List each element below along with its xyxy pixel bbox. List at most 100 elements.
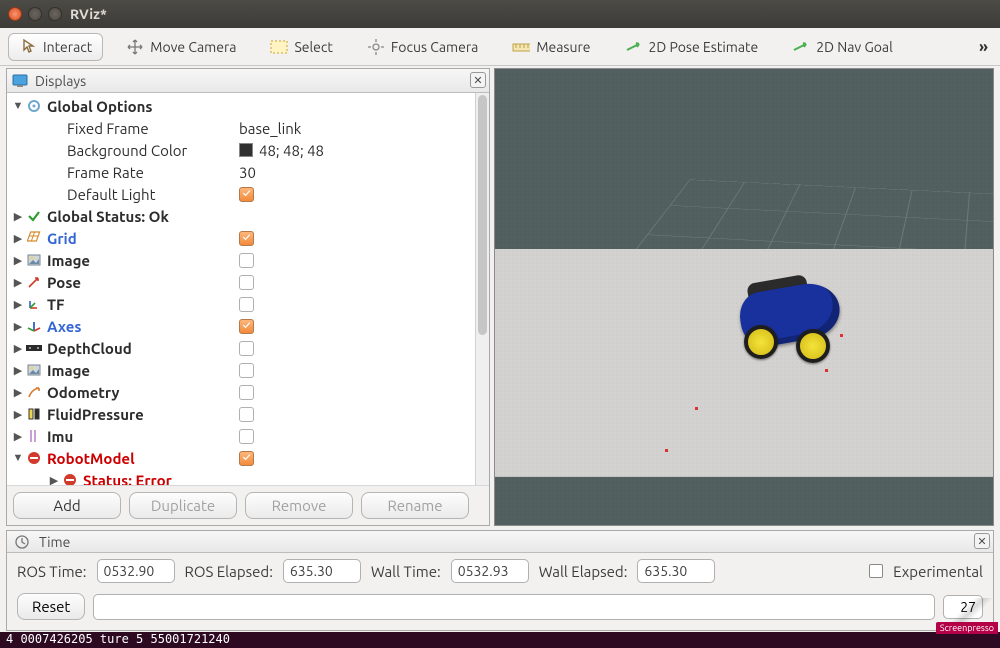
- bg-color-label: Background Color: [65, 142, 187, 159]
- time-header[interactable]: Time ✕: [7, 531, 993, 553]
- expand-icon[interactable]: ▶: [11, 364, 25, 377]
- display-item-checkbox[interactable]: [239, 429, 254, 444]
- display-item-row[interactable]: ▶Axes: [7, 315, 475, 337]
- fixed-frame-row[interactable]: Fixed Frame base_link: [7, 117, 475, 139]
- window-maximize-button[interactable]: [48, 7, 62, 21]
- expand-icon[interactable]: ▶: [11, 232, 25, 245]
- fixed-frame-value: base_link: [239, 120, 301, 137]
- display-item-checkbox[interactable]: [239, 319, 254, 334]
- watermark: Screenpresso: [934, 598, 998, 634]
- display-item-row[interactable]: ▶DepthCloud: [7, 337, 475, 359]
- odom-icon: [25, 384, 43, 400]
- window-minimize-button[interactable]: [28, 7, 42, 21]
- display-item-row[interactable]: ▼ RobotModel: [7, 447, 475, 469]
- expand-icon[interactable]: ▶: [11, 276, 25, 289]
- window-close-button[interactable]: [8, 7, 22, 21]
- display-item-checkbox[interactable]: [239, 407, 254, 422]
- toolbar-overflow[interactable]: »: [975, 38, 992, 56]
- display-item-checkbox[interactable]: [239, 253, 254, 268]
- pose-estimate-button[interactable]: 2D Pose Estimate: [614, 33, 770, 61]
- display-item-checkbox[interactable]: [239, 231, 254, 246]
- global-options-row[interactable]: ▼ Global Options: [7, 95, 475, 117]
- ros-time-field[interactable]: 0532.90: [97, 559, 175, 583]
- expand-icon[interactable]: ▼: [11, 452, 25, 464]
- expand-icon[interactable]: ▶: [11, 386, 25, 399]
- grid-icon: [25, 230, 43, 246]
- displays-header[interactable]: Displays ✕: [7, 69, 489, 93]
- default-light-row[interactable]: Default Light: [7, 183, 475, 205]
- display-item-row[interactable]: ▶Image: [7, 359, 475, 381]
- nav-goal-button[interactable]: 2D Nav Goal: [781, 33, 904, 61]
- experimental-label: Experimental: [893, 563, 983, 580]
- error-icon: [25, 450, 43, 466]
- expand-icon[interactable]: ▶: [11, 320, 25, 333]
- default-light-checkbox[interactable]: [239, 187, 254, 202]
- measure-icon: [512, 38, 530, 56]
- bg-color-swatch: [239, 143, 253, 157]
- viewport-3d[interactable]: [494, 68, 994, 526]
- robot-wheel-right: [796, 329, 830, 363]
- display-item-checkbox[interactable]: [239, 341, 254, 356]
- scrollbar-thumb[interactable]: [478, 95, 487, 335]
- expand-icon[interactable]: ▼: [11, 100, 25, 112]
- interact-button[interactable]: Interact: [8, 33, 103, 61]
- expand-icon[interactable]: ▶: [11, 210, 25, 223]
- focus-camera-button[interactable]: Focus Camera: [356, 33, 489, 61]
- marker-dot: [840, 334, 843, 337]
- duplicate-button[interactable]: Duplicate: [129, 492, 237, 519]
- expand-icon[interactable]: ▶: [11, 342, 25, 355]
- ros-elapsed-field[interactable]: 635.30: [283, 559, 361, 583]
- expand-icon[interactable]: ▶: [47, 474, 61, 486]
- display-item-checkbox[interactable]: [239, 275, 254, 290]
- displays-close-button[interactable]: ✕: [470, 72, 486, 88]
- display-item-label: Image: [45, 252, 90, 269]
- image-icon: [25, 252, 43, 268]
- status-error-row[interactable]: ▶ Status: Error: [7, 469, 475, 485]
- global-status-row[interactable]: ▶ Global Status: Ok: [7, 205, 475, 227]
- display-item-checkbox[interactable]: [239, 297, 254, 312]
- expand-icon[interactable]: ▶: [11, 254, 25, 267]
- display-item-row[interactable]: ▶ Image: [7, 249, 475, 271]
- time-values-row: ROS Time: 0532.90 ROS Elapsed: 635.30 Wa…: [7, 553, 993, 589]
- displays-title: Displays: [35, 73, 86, 89]
- rename-button[interactable]: Rename: [361, 492, 469, 519]
- display-item-label: FluidPressure: [45, 406, 144, 423]
- fluid-icon: [25, 406, 43, 422]
- wall-elapsed-field[interactable]: 635.30: [637, 559, 715, 583]
- display-item-row[interactable]: ▶ FluidPressure: [7, 403, 475, 425]
- display-item-label: RobotModel: [45, 450, 135, 467]
- select-button[interactable]: Select: [259, 33, 343, 61]
- display-item-row[interactable]: ▶ Grid: [7, 227, 475, 249]
- expand-icon[interactable]: ▶: [11, 298, 25, 311]
- display-item-row[interactable]: ▶TF: [7, 293, 475, 315]
- expand-icon[interactable]: ▶: [11, 408, 25, 421]
- time-panel: Time ✕ ROS Time: 0532.90 ROS Elapsed: 63…: [6, 530, 994, 631]
- add-button[interactable]: Add: [13, 492, 121, 519]
- wall-time-field[interactable]: 0532.93: [451, 559, 529, 583]
- experimental-checkbox[interactable]: [869, 564, 883, 578]
- display-item-row[interactable]: ▶Odometry: [7, 381, 475, 403]
- display-item-row[interactable]: ▶Imu: [7, 425, 475, 447]
- display-item-checkbox[interactable]: [239, 363, 254, 378]
- display-item-checkbox[interactable]: [239, 385, 254, 400]
- display-item-checkbox[interactable]: [239, 451, 254, 466]
- reset-button[interactable]: Reset: [17, 593, 85, 620]
- tree-scrollbar[interactable]: [475, 93, 489, 485]
- expand-icon[interactable]: ▶: [11, 430, 25, 443]
- time-close-button[interactable]: ✕: [974, 533, 990, 549]
- global-options-label: Global Options: [45, 98, 153, 115]
- select-label: Select: [294, 39, 332, 55]
- bg-color-row[interactable]: Background Color 48; 48; 48: [7, 139, 475, 161]
- wall-time-label: Wall Time:: [371, 563, 441, 580]
- frame-rate-row[interactable]: Frame Rate 30: [7, 161, 475, 183]
- measure-button[interactable]: Measure: [501, 33, 601, 61]
- measure-label: Measure: [536, 39, 590, 55]
- remove-button[interactable]: Remove: [245, 492, 353, 519]
- status-field[interactable]: [93, 594, 935, 620]
- window-titlebar: RViz*: [0, 0, 1000, 28]
- display-item-row[interactable]: ▶Pose: [7, 271, 475, 293]
- move-camera-button[interactable]: Move Camera: [115, 33, 247, 61]
- reset-row: Reset 27: [7, 589, 993, 630]
- display-item-label: Grid: [45, 230, 77, 247]
- displays-tree[interactable]: ▼ Global Options Fixed Frame base_link B…: [7, 93, 475, 485]
